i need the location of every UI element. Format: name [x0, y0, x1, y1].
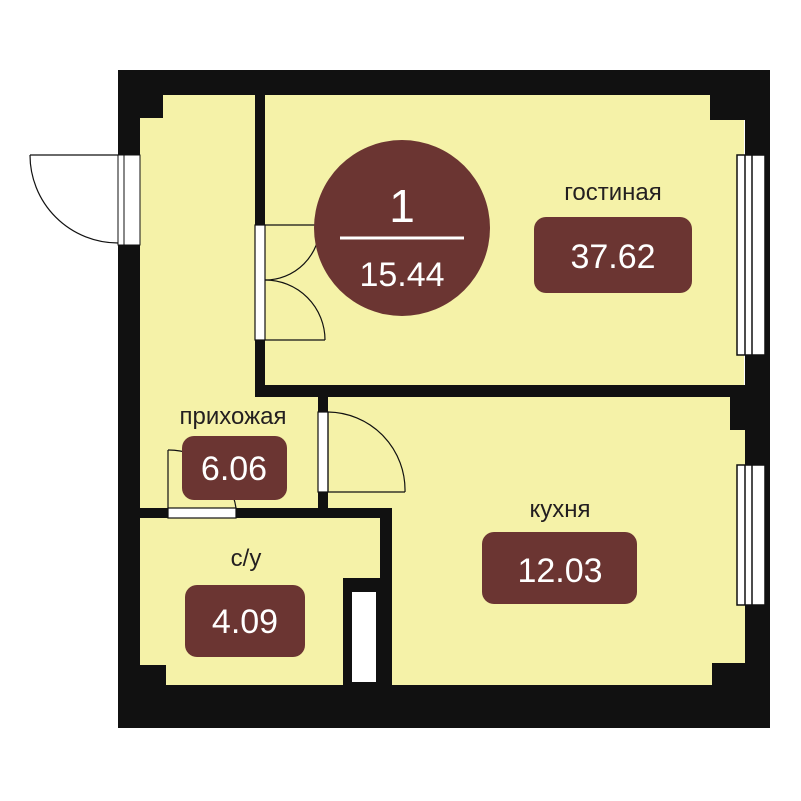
bathroom-label: с/у [231, 545, 262, 572]
living-room-area-badge [534, 217, 692, 293]
bathroom-area-badge [185, 585, 305, 657]
kitchen-door [317, 411, 406, 493]
kitchen-area: 12.03 [517, 552, 602, 590]
rooms-count: 1 [389, 180, 415, 232]
living-window [736, 154, 766, 356]
kitchen-area-badge [482, 532, 637, 604]
apartment-badge: 1 15.44 [314, 140, 490, 316]
kitchen-window [736, 464, 766, 606]
corner-bottom-left [118, 665, 166, 728]
living-area-total: 15.44 [359, 256, 444, 294]
wall-living-bottom [255, 385, 745, 397]
kitchen-label: кухня [529, 496, 590, 523]
windows [736, 154, 766, 606]
hallway-area: 6.06 [201, 450, 267, 488]
living-room-label: гостиная [564, 179, 662, 206]
corner-bottom-right [712, 663, 770, 728]
hallway-label: прихожая [180, 403, 287, 430]
hallway-area-badge [182, 436, 287, 500]
wall-top [118, 70, 758, 95]
wall-right-notch [730, 385, 770, 430]
wall-bottom [118, 685, 770, 728]
shaft-void [352, 592, 376, 682]
living-room-area: 37.62 [570, 238, 655, 276]
bathroom-area: 4.09 [212, 603, 278, 641]
entrance-door [29, 154, 141, 246]
wall-bathroom-top [140, 508, 390, 518]
apartment-circle [314, 140, 490, 316]
